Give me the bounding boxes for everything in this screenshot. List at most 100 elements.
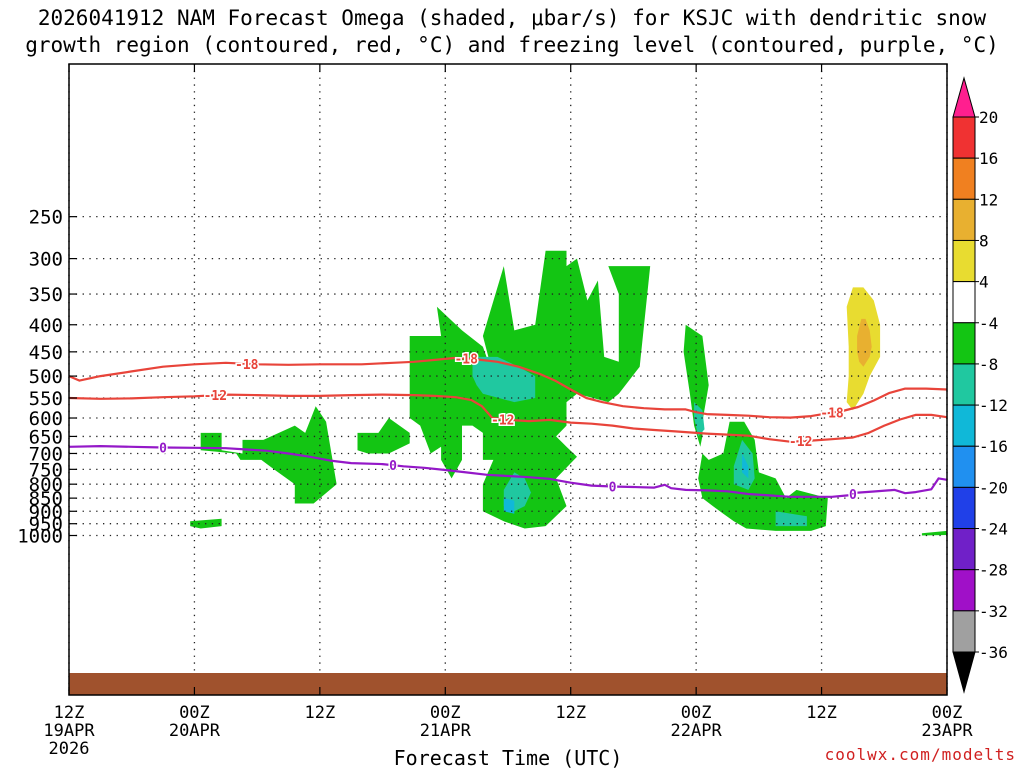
- omega-region-21: [656, 489, 663, 499]
- chart-title-line-1: 2026041912 NAM Forecast Omega (shaded, μ…: [37, 6, 987, 30]
- y-tick-label-600: 600: [29, 408, 63, 430]
- omega-region-12: [503, 498, 515, 514]
- contour-label--18-2: -18: [820, 407, 844, 422]
- colorbar-swatch--32-to--36: [952, 610, 976, 653]
- y-tick-label-650: 650: [29, 426, 63, 448]
- y-tick-label-1000: 1000: [17, 526, 63, 548]
- x-tick-label-48-0: 12Z: [555, 703, 586, 723]
- colorbar-label-16: 16: [979, 149, 998, 168]
- omega-region-20: [677, 432, 686, 454]
- contour-layer: -18 -18 -18 -12 -12 -12 0 0 0 0: [68, 351, 948, 505]
- contour-label--12-2: -12: [789, 435, 812, 450]
- x-tick-label-84-0: 00Z: [932, 703, 963, 723]
- omega-region-5: [698, 421, 828, 531]
- x-tick-label-0-1: 19APR: [43, 721, 95, 741]
- x-tick-label-12-1: 20APR: [169, 721, 221, 741]
- omega-region-15: [794, 376, 814, 422]
- colorbar-swatch-20-to-16: [952, 116, 976, 159]
- contour-label--18-0: -18: [235, 358, 259, 373]
- omega-region-22: [294, 521, 379, 531]
- colorbar-swatch-8-to-4: [952, 239, 976, 283]
- colorbar-label-4: 4: [979, 273, 989, 292]
- plot-frame: [68, 63, 948, 696]
- colorbar-swatch--16-to--20: [952, 445, 976, 488]
- omega-region-13: [742, 453, 749, 479]
- y-tick-label-800: 800: [29, 474, 63, 496]
- x-tick-label-36-0: 00Z: [430, 703, 461, 723]
- ground-surface: [69, 673, 947, 695]
- contour-label-0-1: 0: [389, 459, 397, 474]
- colorbar-label--8: -8: [979, 355, 998, 374]
- colorbar-swatch-12-to-8: [952, 198, 976, 241]
- y-axis: 2503003504004505005506006507007508008509…: [17, 207, 77, 548]
- omega-region-9: [694, 402, 705, 437]
- colorbar-bottom-triangle: [952, 651, 976, 694]
- y-tick-label-950: 950: [29, 514, 63, 536]
- y-tick-label-350: 350: [29, 284, 63, 306]
- colorbar-label-8: 8: [979, 231, 989, 250]
- y-tick-label-250: 250: [29, 207, 63, 229]
- colorbar-swatch-16-to-12: [952, 157, 976, 200]
- omega-region-6: [921, 530, 947, 536]
- omega-region-16: [765, 410, 772, 430]
- y-tick-label-300: 300: [29, 249, 63, 271]
- y-tick-label-450: 450: [29, 342, 63, 364]
- omega-region-19: [794, 336, 805, 362]
- contour-line-0: [68, 445, 948, 498]
- x-tick-label-60-1: 22APR: [671, 721, 723, 741]
- contour-label--18-1: -18: [454, 353, 478, 368]
- y-tick-label-500: 500: [29, 366, 63, 388]
- colorbar-label--16: -16: [979, 437, 1008, 456]
- x-axis-label: Forecast Time (UTC): [394, 746, 623, 768]
- colorbar-swatch-4-to--4: [952, 281, 976, 324]
- contour-line--12: [68, 393, 948, 443]
- omega-region-23: [409, 506, 452, 519]
- colorbar-label--20: -20: [979, 478, 1008, 497]
- colorbar-swatch--8-to--12: [952, 363, 976, 406]
- colorbar-label--4: -4: [979, 314, 998, 333]
- contour-label-0-2: 0: [609, 480, 617, 495]
- omega-region-0: [200, 406, 337, 504]
- y-tick-label-550: 550: [29, 388, 63, 410]
- colorbar-label--32: -32: [979, 602, 1008, 621]
- contour-label--12-0: -12: [204, 389, 227, 404]
- x-tick-label-36-1: 21APR: [420, 721, 472, 741]
- colorbar-label--28: -28: [979, 561, 1008, 580]
- contour-label--12-1: -12: [491, 413, 514, 428]
- colorbar-swatch--4-to--8: [952, 322, 976, 365]
- colorbar-swatch--28-to--32: [952, 569, 976, 612]
- x-tick-label-24-0: 12Z: [304, 703, 335, 723]
- omega-region-17: [817, 380, 824, 403]
- colorbar-swatch--24-to--28: [952, 528, 976, 571]
- y-tick-label-700: 700: [29, 443, 63, 465]
- omega-region-18: [817, 446, 824, 473]
- y-tick-label-400: 400: [29, 315, 63, 337]
- x-tick-label-0-2: 2026: [49, 739, 90, 759]
- x-tick-label-0-0: 12Z: [54, 703, 85, 723]
- omega-shading-layer: [190, 207, 947, 536]
- colorbar-swatch--12-to--16: [952, 404, 976, 447]
- credit-text: coolwx.com/modelts: [824, 745, 1016, 764]
- x-tick-label-84-1: 23APR: [921, 721, 973, 741]
- x-tick-label-60-0: 00Z: [681, 703, 712, 723]
- contour-label-0-0: 0: [159, 441, 167, 456]
- colorbar: 20 16 12 8 4 -4 -8 -12 -16 -20 -24 -28 -32 -36: [952, 76, 1008, 694]
- colorbar-top-triangle: [952, 76, 976, 118]
- x-tick-label-12-0: 00Z: [179, 703, 210, 723]
- colorbar-label--12: -12: [979, 396, 1008, 415]
- colorbar-label--24: -24: [979, 520, 1008, 539]
- omega-region-25: [857, 318, 872, 367]
- y-tick-label-900: 900: [29, 501, 63, 523]
- contour-label-0-3: 0: [849, 488, 857, 503]
- colorbar-label-12: 12: [979, 190, 998, 209]
- contour-line--18: [68, 356, 948, 419]
- omega-region-11: [775, 511, 807, 527]
- chart-title-line-2: growth region (contoured, red, °C) and f…: [25, 33, 999, 57]
- x-tick-label-72-0: 12Z: [806, 703, 837, 723]
- colorbar-label-20: 20: [979, 108, 998, 127]
- colorbar-swatch--20-to--24: [952, 486, 976, 530]
- y-tick-label-750: 750: [29, 459, 63, 481]
- y-tick-label-850: 850: [29, 488, 63, 510]
